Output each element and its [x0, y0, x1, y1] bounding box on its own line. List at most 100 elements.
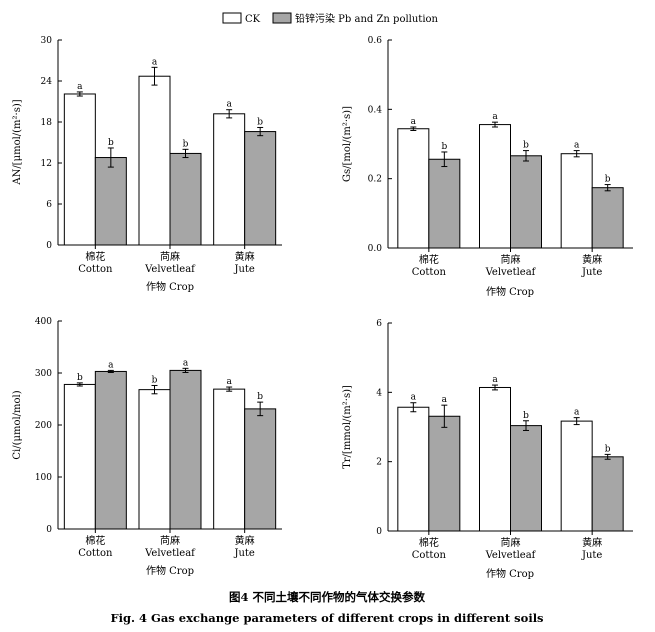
significance-letter: a — [108, 360, 114, 370]
bar-pollution — [591, 456, 624, 532]
category-label-en: Jute — [581, 550, 602, 561]
bar-pollution — [244, 131, 277, 246]
significance-letter: a — [574, 141, 580, 151]
bar-pollution — [169, 369, 202, 530]
category-label-en: Velvetleaf — [485, 267, 537, 278]
category-label-cn: 棉花 — [419, 253, 439, 266]
bar-pollution — [94, 370, 127, 530]
significance-letter: a — [183, 358, 189, 368]
bar-ck — [138, 75, 171, 246]
significance-letter: a — [226, 100, 232, 110]
significance-letter: b — [183, 139, 189, 149]
category-label-cn: 黄麻 — [235, 534, 255, 547]
category-label-en: Jute — [233, 264, 254, 275]
significance-letter: a — [492, 375, 498, 385]
bar-ck — [63, 383, 96, 530]
significance-letter: a — [411, 117, 417, 127]
y-tick-label: 12 — [41, 159, 52, 169]
legend-label-ck: CK — [245, 14, 261, 25]
significance-letter: b — [441, 142, 447, 152]
y-axis-label: AN/[μmol/(m²·s)] — [12, 99, 23, 185]
y-tick-label: 6 — [46, 200, 52, 210]
y-tick-label: 18 — [41, 118, 53, 128]
significance-letter: b — [257, 117, 263, 127]
significance-letter: b — [152, 375, 158, 385]
y-tick-label: 400 — [35, 317, 52, 327]
bar-pollution — [169, 152, 202, 246]
significance-letter: a — [442, 395, 448, 405]
bar-ck — [560, 420, 593, 532]
category-label-en: Velvetleaf — [144, 264, 196, 275]
bar-pollution — [94, 157, 127, 246]
category-label-cn: 苘麻 — [160, 534, 180, 547]
y-tick-label: 300 — [35, 369, 52, 379]
bar-ck — [479, 124, 511, 249]
significance-letter: a — [226, 377, 232, 387]
y-tick-label: 0.0 — [368, 244, 383, 254]
chart-panel-2: 0.0 0.2 0.4 0.6 Gs/[mol/(m²·s)] 作物 Crop 棉花Cott… — [342, 36, 633, 298]
legend-swatch-pollution — [272, 12, 292, 24]
significance-letter: b — [523, 141, 529, 151]
y-tick-label: 6 — [376, 319, 382, 329]
x-axis-label: 作物 Crop — [146, 564, 194, 577]
y-tick-label: 200 — [35, 421, 52, 431]
category-label-cn: 黄麻 — [582, 536, 602, 549]
significance-letter: b — [108, 138, 114, 148]
significance-letter: a — [574, 408, 580, 418]
category-label-en: Jute — [581, 267, 602, 278]
significance-letter: b — [77, 373, 83, 383]
chart-panel-3: 0 100 200 300 400 Ci/(μmol/mol) 作物 Crop 棉花Cotto… — [12, 317, 282, 577]
category-label-en: Cotton — [412, 550, 447, 561]
category-label-cn: 黄麻 — [582, 253, 602, 266]
category-label-en: Cotton — [78, 548, 113, 559]
significance-letter: b — [523, 411, 529, 421]
bar-pollution — [428, 158, 461, 249]
legend-swatch-ck — [222, 12, 242, 24]
x-axis-label: 作物 Crop — [486, 567, 534, 580]
category-label-en: Velvetleaf — [485, 550, 537, 561]
y-tick-label: 4 — [376, 388, 382, 398]
caption-chinese: 图4 不同土壤不同作物的气体交换参数 — [229, 590, 426, 604]
bar-ck — [63, 93, 96, 246]
legend-label-pollution: 铅锌污染 Pb and Zn pollution — [295, 12, 439, 25]
category-label-en: Cotton — [412, 267, 447, 278]
category-label-cn: 棉花 — [85, 250, 105, 263]
category-label-cn: 黄麻 — [235, 250, 255, 263]
significance-letter: b — [605, 175, 611, 185]
significance-letter: a — [492, 112, 498, 122]
x-axis-label: 作物 Crop — [486, 285, 534, 298]
category-label-cn: 苘麻 — [501, 253, 521, 266]
chart-panel-1: 0 6 12 18 24 30 AN/[μmol/(m²·s)] 作物 Crop 棉花Cotto… — [12, 36, 282, 293]
bar-ck — [397, 128, 430, 249]
category-label-cn: 棉花 — [85, 534, 105, 547]
y-tick-label: 0.6 — [368, 36, 383, 46]
y-tick-label: 0 — [46, 525, 52, 535]
bar-ck — [213, 388, 246, 530]
bar-pollution — [428, 415, 461, 532]
bar-pollution — [244, 408, 277, 530]
bar-pollution — [510, 425, 542, 532]
significance-letter: b — [257, 392, 263, 402]
y-axis-label: Ci/(μmol/mol) — [12, 390, 23, 459]
bar-ck — [138, 389, 171, 530]
x-axis-label: 作物 Crop — [146, 280, 194, 293]
y-tick-label: 0 — [376, 527, 382, 537]
y-tick-label: 0 — [46, 241, 52, 251]
significance-letter: a — [411, 393, 417, 403]
y-tick-label: 0.2 — [368, 175, 382, 185]
category-label-cn: 苘麻 — [501, 536, 521, 549]
significance-letter: a — [152, 57, 158, 67]
bar-ck — [479, 386, 511, 532]
significance-letter: b — [605, 444, 611, 454]
y-tick-label: 0.4 — [368, 105, 383, 115]
y-tick-label: 24 — [41, 77, 53, 87]
category-label-en: Jute — [233, 548, 254, 559]
bar-pollution — [591, 187, 624, 249]
y-axis-label: Tr/[mmol/(m²·s)] — [342, 385, 353, 469]
category-label-cn: 棉花 — [419, 536, 439, 549]
y-tick-label: 100 — [35, 473, 52, 483]
y-axis-label: Gs/[mol/(m²·s)] — [342, 106, 353, 182]
